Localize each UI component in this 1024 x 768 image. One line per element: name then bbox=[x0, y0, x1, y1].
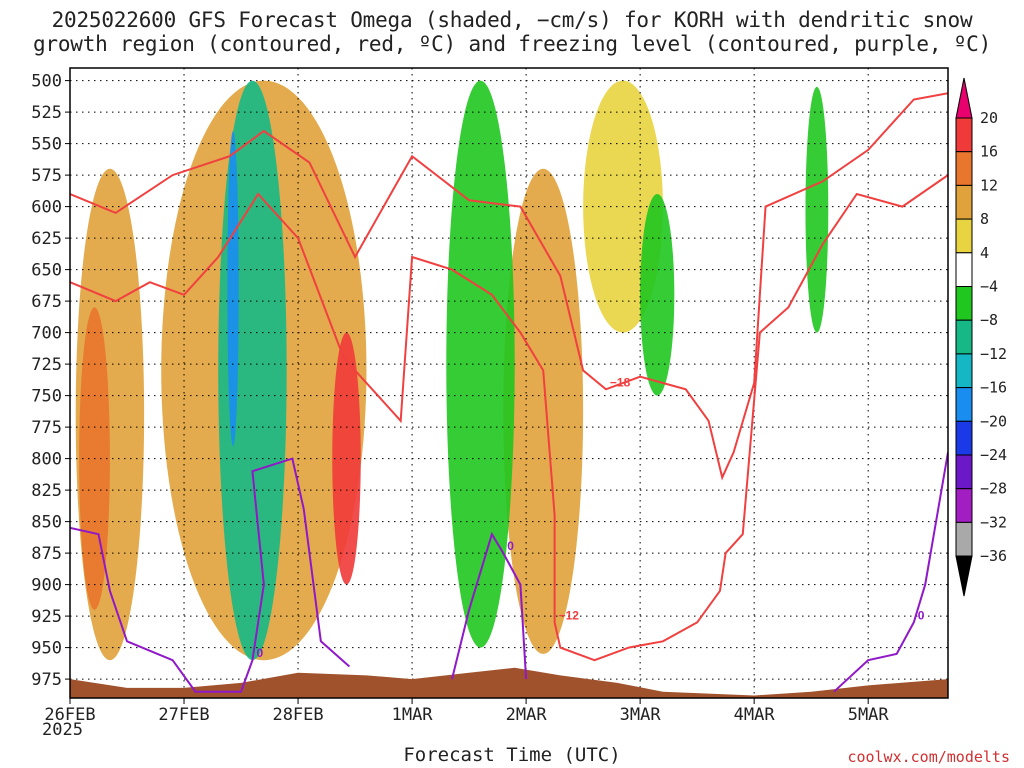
colorbar-segment bbox=[955, 353, 973, 389]
colorbar-segment bbox=[955, 151, 973, 186]
y-tick-label: 675 bbox=[31, 292, 62, 312]
y-tick-label: 500 bbox=[31, 72, 62, 92]
colorbar-segment bbox=[955, 286, 973, 321]
colorbar-segment bbox=[955, 184, 973, 220]
x-tick-label: 27FEB bbox=[158, 705, 209, 725]
colorbar-label: 20 bbox=[980, 109, 998, 127]
y-tick-label: 825 bbox=[31, 481, 62, 501]
colorbar-label: −12 bbox=[980, 345, 1007, 363]
freezing-level-contour-label: 0 bbox=[507, 539, 514, 553]
colorbar-label: −4 bbox=[980, 278, 998, 296]
x-axis-label: Forecast Time (UTC) bbox=[403, 744, 621, 766]
plot-frame bbox=[69, 67, 949, 699]
colorbar-top-arrow bbox=[955, 77, 973, 119]
y-tick-label: 875 bbox=[31, 544, 62, 564]
colorbar-label: −28 bbox=[980, 480, 1007, 498]
colorbar-label: −20 bbox=[980, 412, 1007, 430]
chart-title-line-2: growth region (contoured, red, ºC) and f… bbox=[32, 32, 992, 56]
colorbar-segment bbox=[955, 454, 973, 490]
y-tick-label: 750 bbox=[31, 387, 62, 407]
y-tick-label: 775 bbox=[31, 418, 62, 438]
x-tick-label: 5MAR bbox=[848, 705, 890, 725]
colorbar-segment bbox=[955, 319, 973, 355]
omega-region-sink-mar3 bbox=[640, 193, 675, 396]
colorbar-segment bbox=[955, 218, 973, 254]
y-tick-label: 925 bbox=[31, 607, 62, 627]
dgz-contour-0 bbox=[70, 92, 948, 481]
y-tick-label: 625 bbox=[31, 229, 62, 249]
dgz-contour-1 bbox=[70, 174, 948, 662]
freezing-level-contour-1 bbox=[451, 531, 528, 680]
colorbar-segment bbox=[955, 252, 973, 288]
y-tick-label: 900 bbox=[31, 576, 62, 596]
omega-region-uplift-mar2 bbox=[503, 168, 584, 654]
freezing-level-contour-0 bbox=[70, 457, 351, 693]
y-tick-label: 725 bbox=[31, 355, 62, 375]
colorbar-label: −16 bbox=[980, 379, 1007, 397]
colorbar-segment bbox=[955, 117, 973, 153]
x-tick-label: 28FEB bbox=[272, 705, 323, 725]
colorbar-segment bbox=[955, 387, 973, 422]
chart-title-line-1: 2025022600 GFS Forecast Omega (shaded, −… bbox=[51, 8, 973, 32]
terrain-fill bbox=[70, 667, 948, 698]
colorbar-label: 8 bbox=[980, 210, 989, 228]
colorbar-label: −36 bbox=[980, 547, 1007, 565]
colorbar-segment bbox=[955, 420, 973, 456]
y-tick-label: 850 bbox=[31, 513, 62, 533]
omega-region-sink-feb27-core bbox=[227, 131, 239, 446]
x-tick-label: 2MAR bbox=[506, 705, 548, 725]
dgz-contour-label: −12 bbox=[559, 608, 580, 622]
colorbar-label: −24 bbox=[980, 446, 1007, 464]
y-tick-label: 550 bbox=[31, 135, 62, 155]
colorbar-label: 4 bbox=[980, 244, 989, 262]
y-tick-label: 575 bbox=[31, 166, 62, 186]
freezing-level-contour-label: 0 bbox=[918, 608, 925, 622]
colorbar-segment bbox=[955, 521, 973, 557]
colorbar-label: 12 bbox=[980, 176, 998, 194]
year-label: 2025 bbox=[42, 720, 83, 740]
freezing-level-contour-label: 0 bbox=[256, 646, 263, 660]
colorbar-segment bbox=[955, 488, 973, 523]
y-tick-label: 975 bbox=[31, 670, 62, 690]
freezing-level-contour-2 bbox=[833, 452, 948, 693]
dgz-contour-label: −18 bbox=[610, 375, 631, 389]
y-tick-label: 700 bbox=[31, 324, 62, 344]
colorbar-bottom-arrow bbox=[955, 555, 973, 597]
omega-region-sink-mar1 bbox=[446, 80, 515, 648]
colorbar-label: −32 bbox=[980, 513, 1007, 531]
x-tick-label: 3MAR bbox=[620, 705, 662, 725]
y-tick-label: 650 bbox=[31, 261, 62, 281]
omega-region-sink-mar4-5 bbox=[805, 86, 829, 333]
colorbar-label: 16 bbox=[980, 143, 998, 161]
x-tick-label: 4MAR bbox=[734, 705, 776, 725]
x-tick-label: 26FEB bbox=[44, 705, 95, 725]
y-tick-label: 800 bbox=[31, 450, 62, 470]
colorbar-label: −8 bbox=[980, 311, 998, 329]
y-tick-label: 600 bbox=[31, 198, 62, 218]
x-tick-label: 1MAR bbox=[392, 705, 434, 725]
y-tick-label: 950 bbox=[31, 639, 62, 659]
source-credit: coolwx.com/modelts bbox=[847, 748, 1010, 766]
y-tick-label: 525 bbox=[31, 103, 62, 123]
